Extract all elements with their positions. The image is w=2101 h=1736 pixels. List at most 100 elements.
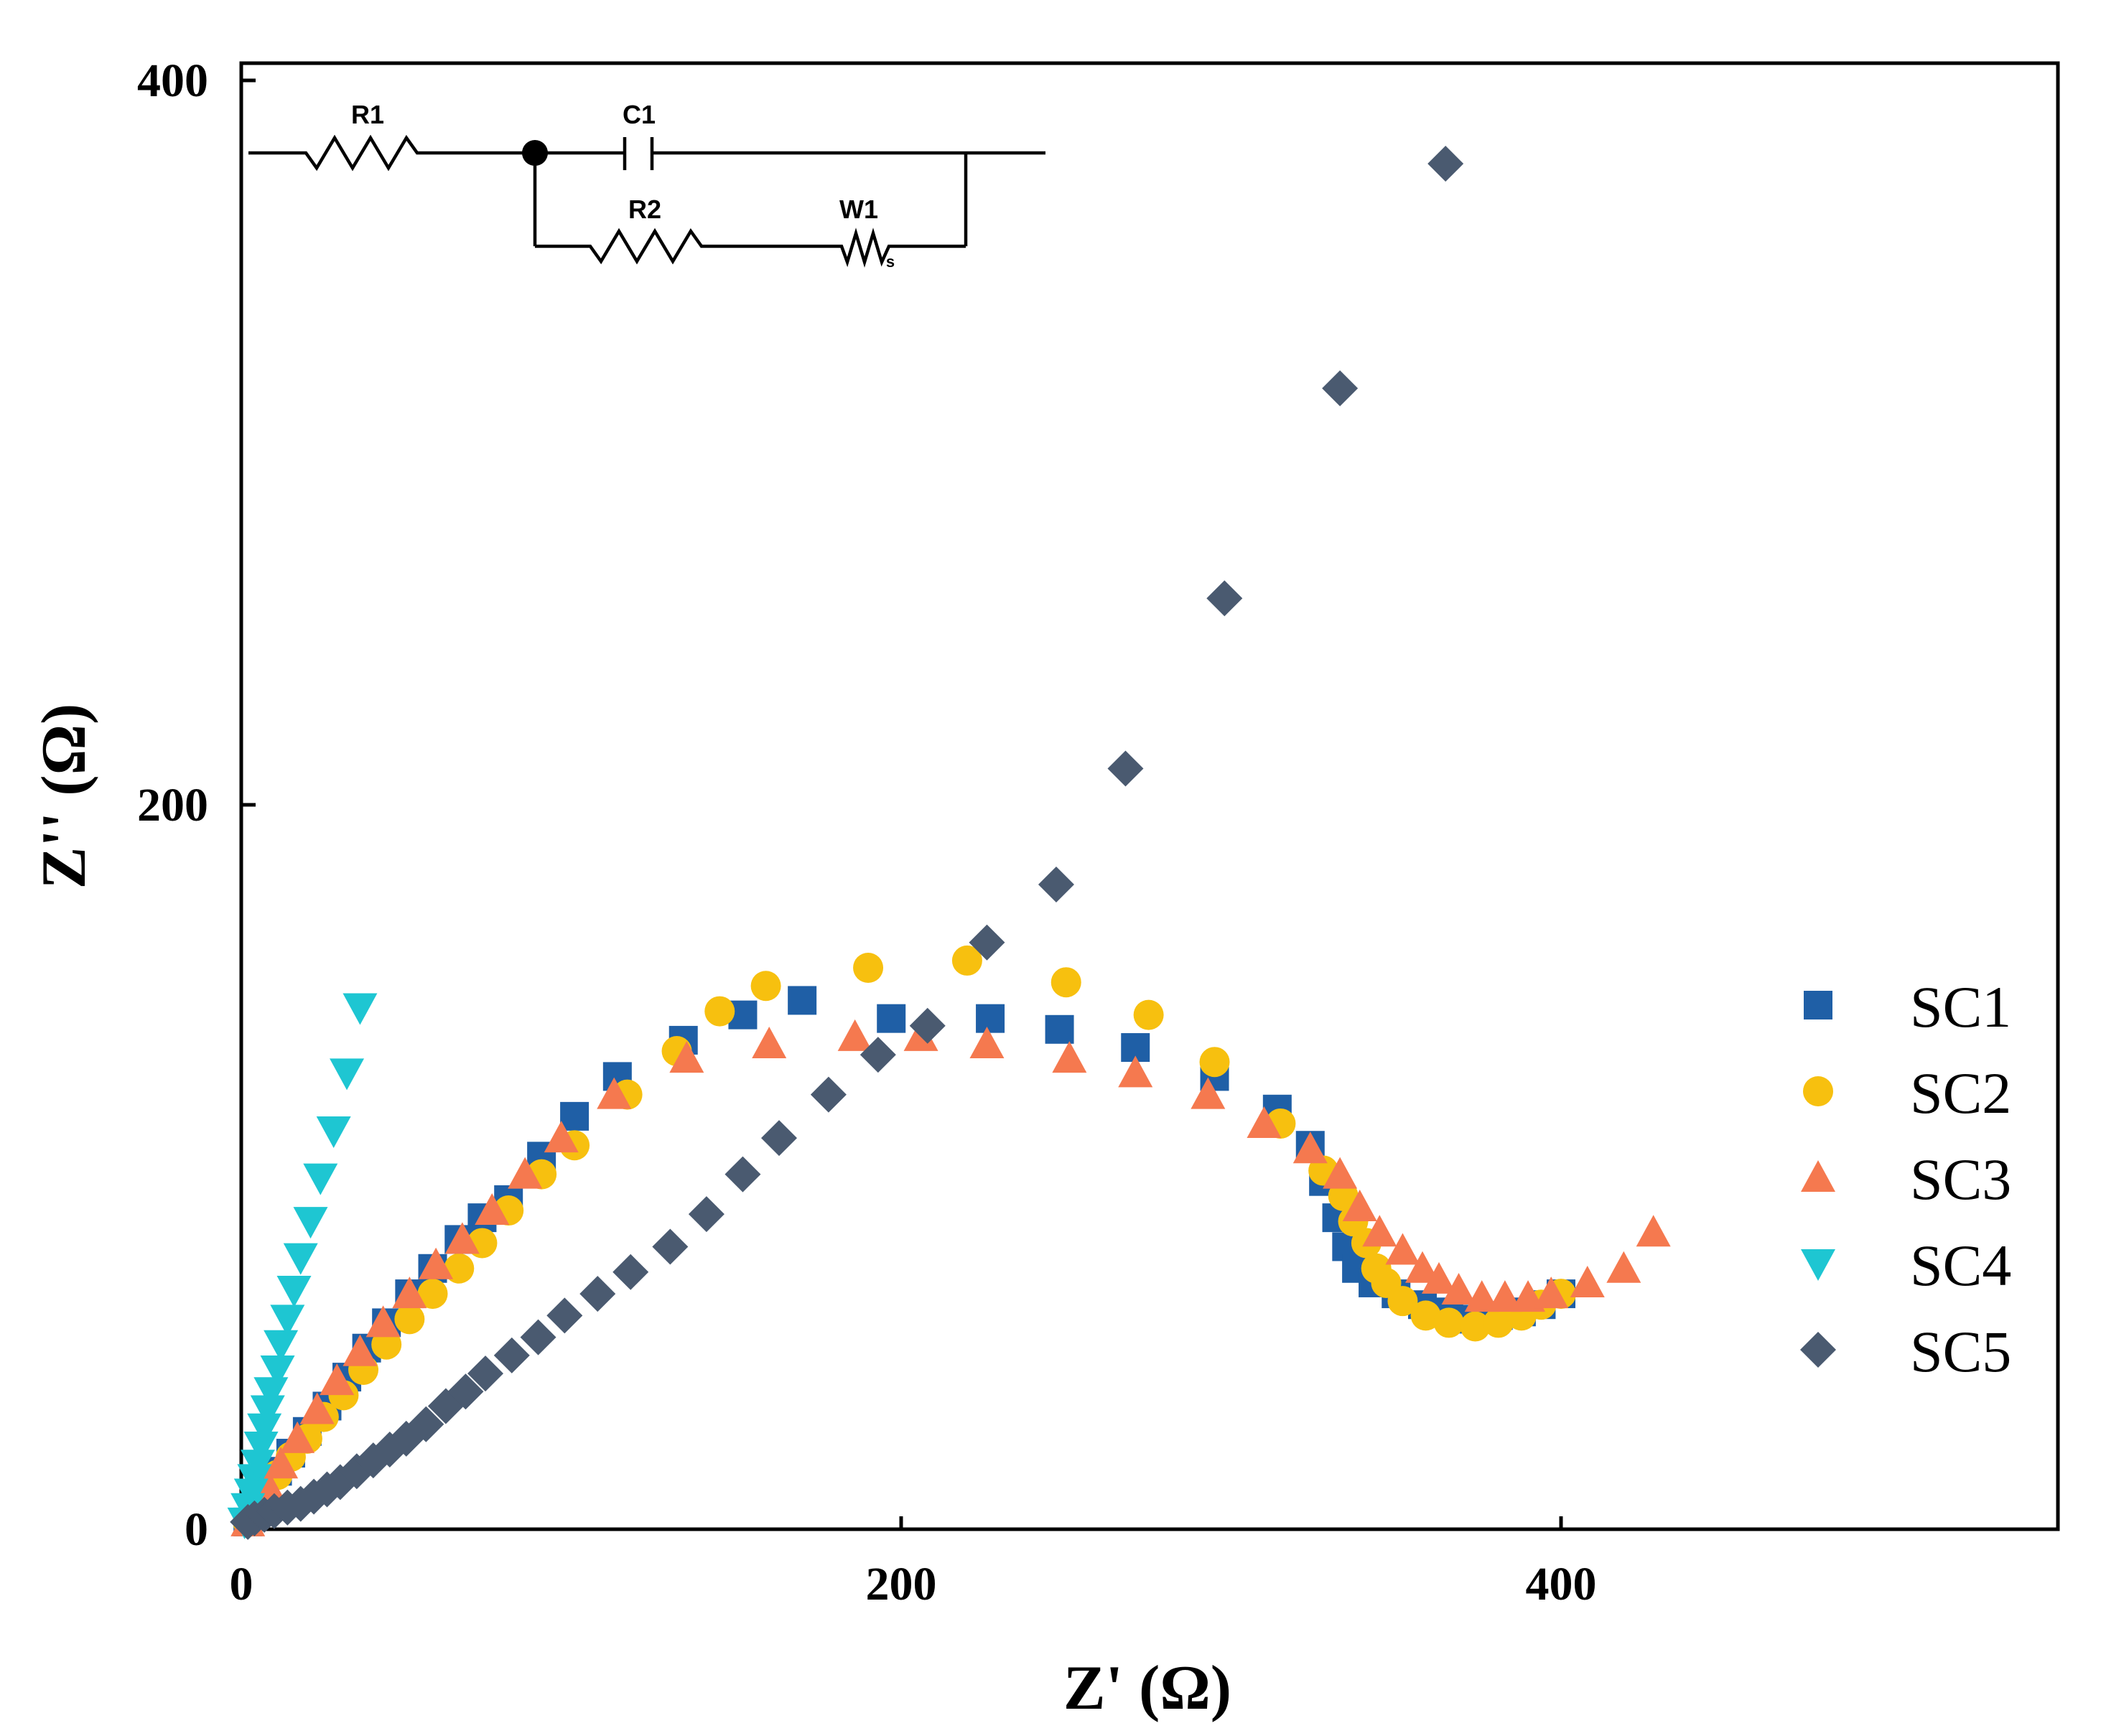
legend-marker-sc2 [1803,1076,1833,1106]
data-point-sc3 [299,1392,335,1424]
data-point-sc2 [394,1304,425,1335]
data-point-sc3 [444,1222,480,1254]
data-point-sc2 [1133,999,1164,1030]
data-point-sc3 [837,1019,872,1051]
legend-marker-sc4 [1801,1249,1835,1281]
data-point-sc2 [704,996,735,1027]
series-sc3 [230,1019,1671,1536]
legend-item-sc3: SC3 [1801,1147,2011,1212]
data-point-sc2 [1387,1286,1418,1317]
data-point-sc5 [612,1254,649,1290]
data-point-sc5 [760,1120,797,1157]
circuit-label-w1-subscript: s [886,253,895,271]
data-point-sc3 [1191,1077,1226,1109]
data-point-sc4 [293,1207,328,1239]
data-point-sc5 [1038,866,1074,902]
data-point-sc1 [788,986,817,1015]
legend-label-sc3: SC3 [1910,1147,2011,1212]
data-point-sc2 [1199,1047,1230,1078]
data-point-sc5 [579,1276,616,1312]
data-point-sc4 [240,1450,275,1482]
data-point-sc3 [1606,1251,1641,1283]
data-point-sc3 [1323,1157,1358,1189]
data-point-sc1 [560,1101,590,1131]
circuit-label-r2: R2 [628,195,661,224]
data-point-sc3 [969,1026,1005,1058]
data-point-sc4 [243,1431,279,1463]
data-point-sc5 [467,1355,504,1392]
data-point-sc3 [508,1157,543,1189]
data-point-sc3 [1362,1215,1397,1247]
y-tick-label: 200 [137,779,208,831]
data-point-sc3 [1405,1251,1440,1283]
data-point-sc4 [343,993,378,1025]
data-point-sc5 [546,1297,583,1334]
data-point-sc5 [520,1319,556,1355]
data-point-sc1 [1045,1014,1074,1044]
data-point-sc3 [1636,1215,1671,1247]
legend-label-sc2: SC2 [1910,1060,2011,1126]
data-point-sc3 [752,1026,787,1058]
data-point-sc4 [264,1330,299,1362]
data-point-sc3 [1534,1277,1569,1309]
data-point-sc2 [417,1279,448,1310]
data-point-sc2 [853,953,884,984]
data-point-sc4 [316,1116,351,1149]
data-point-sc2 [951,945,982,976]
y-axis-title: Z'' (Ω) [29,704,99,890]
x-tick-label: 200 [866,1558,937,1610]
data-point-sc4 [237,1464,272,1496]
data-point-sc4 [330,1058,365,1091]
data-point-sc2 [750,971,781,1002]
data-point-sc3 [1342,1189,1377,1221]
data-point-sc2 [1483,1307,1514,1338]
y-tick-label: 400 [137,55,208,107]
data-point-sc3 [419,1247,454,1279]
data-point-sc3 [1118,1055,1153,1088]
data-point-sc1 [976,1004,1005,1033]
legend-item-sc2: SC2 [1803,1060,2011,1126]
legend-item-sc4: SC4 [1801,1233,2011,1298]
legend-marker-sc3 [1801,1160,1835,1192]
x-axis-ticks: 0 200 400 [230,1516,1597,1610]
data-points [227,146,1671,1540]
legend: SC1 SC2 SC3 SC4 SC5 [1800,974,2011,1384]
data-point-sc3 [392,1277,427,1309]
x-tick-label: 400 [1526,1558,1597,1610]
circuit-label-c1: C1 [623,100,656,129]
data-point-sc5 [493,1337,530,1373]
data-point-sc4 [276,1276,312,1308]
data-point-sc3 [343,1334,378,1366]
data-point-sc3 [1570,1265,1605,1297]
data-point-sc3 [365,1305,401,1338]
data-point-sc3 [1292,1131,1328,1164]
data-point-sc2 [1460,1311,1491,1342]
data-point-sc5 [860,1037,896,1073]
legend-item-sc5: SC5 [1800,1319,2011,1384]
data-point-sc4 [247,1413,282,1445]
data-point-sc5 [1427,146,1464,182]
data-point-sc4 [303,1163,338,1195]
data-point-sc3 [1247,1106,1282,1138]
data-point-sc3 [1385,1233,1420,1265]
data-point-sc2 [1433,1307,1464,1338]
data-point-sc3 [1441,1273,1476,1305]
data-point-sc5 [652,1228,689,1265]
y-axis-ticks: 0 200 400 [137,55,256,1556]
data-point-sc5 [969,924,1005,961]
legend-marker-sc5 [1800,1332,1836,1368]
data-point-sc3 [1052,1041,1087,1073]
circuit-label-w1: W1 [839,195,878,224]
data-point-sc5 [810,1076,847,1113]
data-point-sc5 [1206,580,1243,617]
data-point-sc3 [320,1363,355,1396]
resistor-r1-symbol [296,134,428,172]
data-point-sc3 [597,1077,632,1109]
data-point-sc5 [1107,750,1144,787]
data-point-sc5 [688,1196,725,1233]
circuit-label-r1: R1 [351,100,384,129]
warburg-w1-symbol [833,228,898,268]
data-point-sc3 [280,1421,315,1453]
legend-marker-sc1 [1804,991,1832,1019]
x-axis-title: Z' (Ω) [1063,1653,1231,1723]
